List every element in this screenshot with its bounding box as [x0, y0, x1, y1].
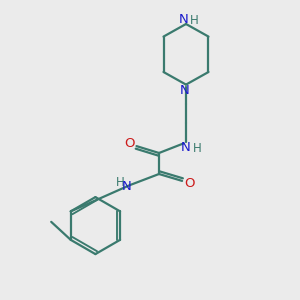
Text: H: H	[116, 176, 125, 189]
Text: O: O	[125, 137, 135, 150]
Text: H: H	[193, 142, 202, 155]
Text: H: H	[190, 14, 199, 28]
Text: N: N	[181, 141, 191, 154]
Text: N: N	[179, 13, 188, 26]
Text: N: N	[180, 84, 189, 97]
Text: O: O	[184, 177, 195, 190]
Text: N: N	[122, 180, 132, 193]
